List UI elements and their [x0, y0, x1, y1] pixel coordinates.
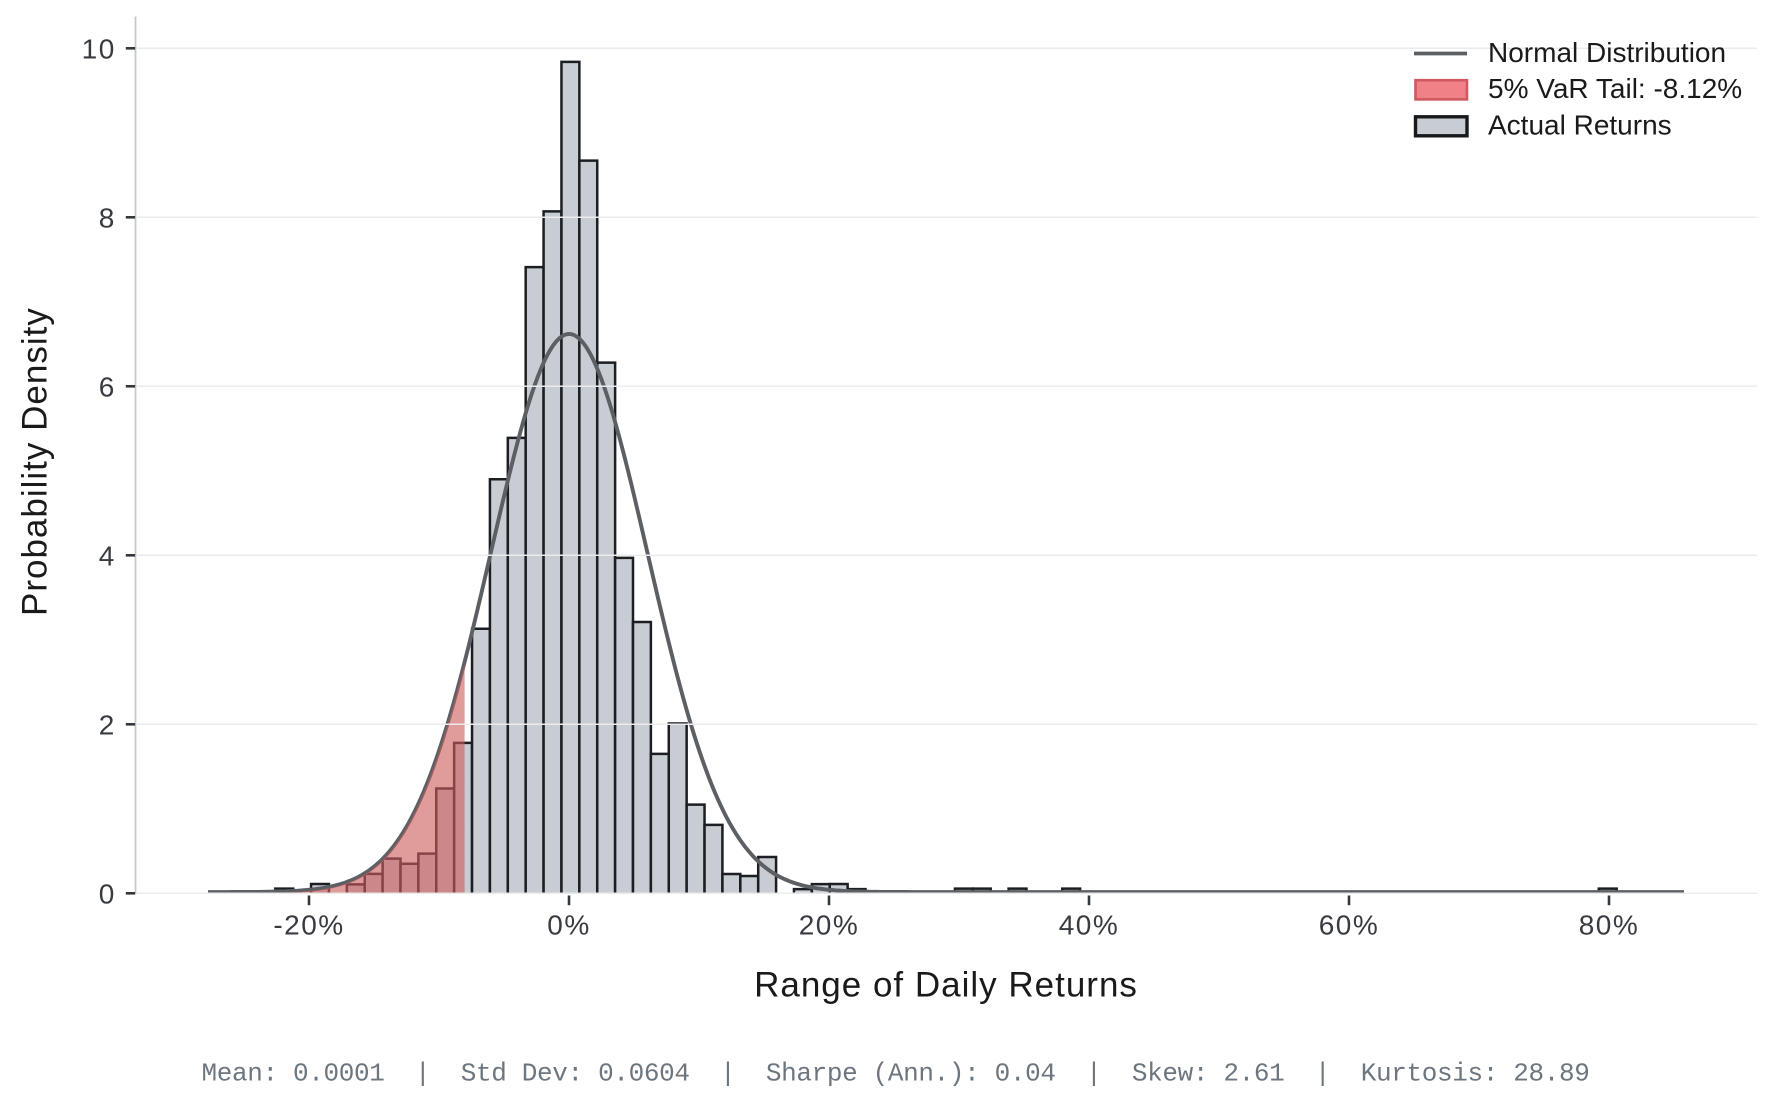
- svg-text:0%: 0%: [547, 910, 590, 941]
- svg-text:40%: 40%: [1059, 910, 1120, 941]
- svg-text:8: 8: [99, 203, 116, 234]
- svg-text:Normal Distribution: Normal Distribution: [1488, 37, 1726, 68]
- svg-text:80%: 80%: [1579, 910, 1640, 941]
- svg-text:-20%: -20%: [273, 910, 344, 941]
- svg-text:0: 0: [99, 879, 116, 910]
- svg-text:Probability Density: Probability Density: [16, 307, 55, 616]
- svg-text:10: 10: [82, 34, 116, 65]
- svg-text:Mean: 0.0001 | Std Dev: 0.06: Mean: 0.0001 | Std Dev: 0.0604 | Sharpe …: [202, 1059, 1590, 1089]
- svg-text:2: 2: [99, 710, 116, 741]
- svg-text:Actual Returns: Actual Returns: [1488, 109, 1672, 140]
- svg-text:6: 6: [99, 372, 116, 403]
- svg-text:5% VaR Tail: -8.12%: 5% VaR Tail: -8.12%: [1488, 73, 1742, 104]
- svg-text:Range of Daily Returns: Range of Daily Returns: [754, 965, 1138, 1004]
- svg-text:4: 4: [99, 541, 116, 572]
- svg-text:60%: 60%: [1319, 910, 1380, 941]
- svg-text:20%: 20%: [799, 910, 860, 941]
